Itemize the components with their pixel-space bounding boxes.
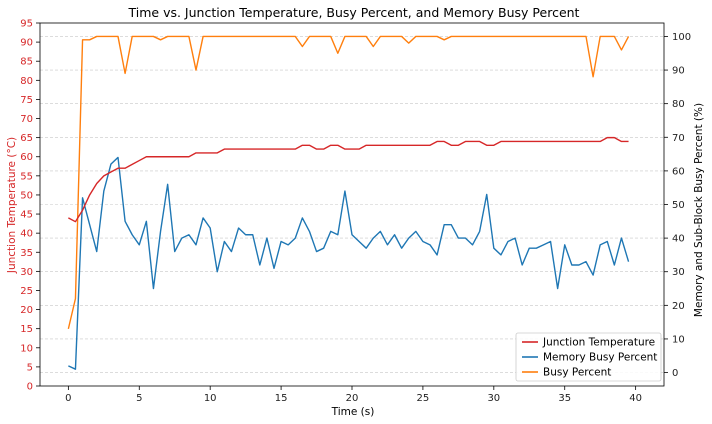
y-left-tick-label: 5 bbox=[27, 362, 33, 373]
y-right-tick-label: 30 bbox=[672, 267, 685, 278]
y-left-tick-label: 25 bbox=[20, 286, 33, 297]
y-right-tick-label: 80 bbox=[672, 99, 685, 110]
y-left-tick-label: 20 bbox=[20, 305, 33, 316]
y-left-tick-label: 40 bbox=[20, 229, 33, 240]
y-left-tick-label: 15 bbox=[20, 324, 33, 335]
series-line-memory-busy-percent bbox=[68, 156, 630, 370]
y-axis-right-label: Memory and Sub-Block Busy Percent (%) bbox=[693, 103, 705, 317]
y-right-tick-label: 40 bbox=[672, 234, 685, 245]
x-tick-label: 10 bbox=[204, 393, 217, 404]
y-left-tick-label: 55 bbox=[20, 171, 33, 182]
x-tick-label: 15 bbox=[275, 393, 288, 404]
legend-box bbox=[515, 332, 662, 382]
y-left-tick-label: 10 bbox=[20, 343, 33, 354]
x-axis-label: Time (s) bbox=[331, 406, 375, 418]
x-tick-label: 25 bbox=[417, 393, 430, 404]
x-axis: 0 5 10 15 20 25 30 35 40 bbox=[65, 386, 642, 404]
y-axis-left: 0 5 10 15 20 25 30 35 40 45 50 55 60 65 70 75 80 85 90 95 bbox=[20, 19, 40, 393]
series-line-junction-temperature bbox=[68, 136, 629, 223]
y-right-tick-label: 60 bbox=[672, 166, 685, 177]
y-right-tick-label: 100 bbox=[672, 32, 691, 43]
y-left-tick-label: 50 bbox=[20, 190, 33, 201]
y-left-tick-label: 0 bbox=[27, 382, 33, 393]
y-left-tick-label: 35 bbox=[20, 248, 33, 259]
x-tick-label: 35 bbox=[558, 393, 571, 404]
x-tick-label: 30 bbox=[487, 393, 500, 404]
legend: Junction Temperature Memory Busy Percent B… bbox=[515, 332, 662, 382]
y-left-tick-label: 60 bbox=[20, 152, 33, 163]
series-line-busy-percent bbox=[67, 35, 630, 330]
y-left-tick-label: 90 bbox=[20, 38, 33, 49]
y-left-tick-label: 30 bbox=[20, 267, 33, 278]
y-right-tick-label: 20 bbox=[672, 301, 685, 312]
legend-entry-label: Memory Busy Percent bbox=[543, 352, 657, 364]
chart-title: Time vs. Junction Temperature, Busy Perc… bbox=[128, 5, 580, 20]
y-right-tick-label: 70 bbox=[672, 133, 685, 144]
y-left-tick-label: 45 bbox=[20, 210, 33, 221]
x-tick-label: 0 bbox=[65, 393, 71, 404]
y-axis-right: 0 10 20 30 40 50 60 70 80 90 100 bbox=[664, 32, 691, 379]
y-left-tick-label: 85 bbox=[20, 57, 33, 68]
y-left-tick-label: 65 bbox=[20, 133, 33, 144]
legend-entry-label: Busy Percent bbox=[543, 367, 611, 379]
x-tick-label: 20 bbox=[346, 393, 359, 404]
y-axis-left-label: Junction Temperature (°C) bbox=[6, 137, 18, 274]
x-tick-label: 5 bbox=[136, 393, 142, 404]
y-right-tick-label: 50 bbox=[672, 200, 685, 211]
y-right-tick-label: 0 bbox=[672, 368, 678, 379]
y-left-tick-label: 70 bbox=[20, 114, 33, 125]
y-right-tick-label: 90 bbox=[672, 66, 685, 77]
legend-entry-label: Junction Temperature bbox=[542, 337, 655, 349]
series-lines bbox=[67, 35, 630, 370]
y-left-tick-label: 95 bbox=[20, 19, 33, 30]
y-left-tick-label: 80 bbox=[20, 76, 33, 87]
y-left-tick-label: 75 bbox=[20, 95, 33, 106]
y-right-tick-label: 10 bbox=[672, 334, 685, 345]
x-tick-label: 40 bbox=[629, 393, 642, 404]
